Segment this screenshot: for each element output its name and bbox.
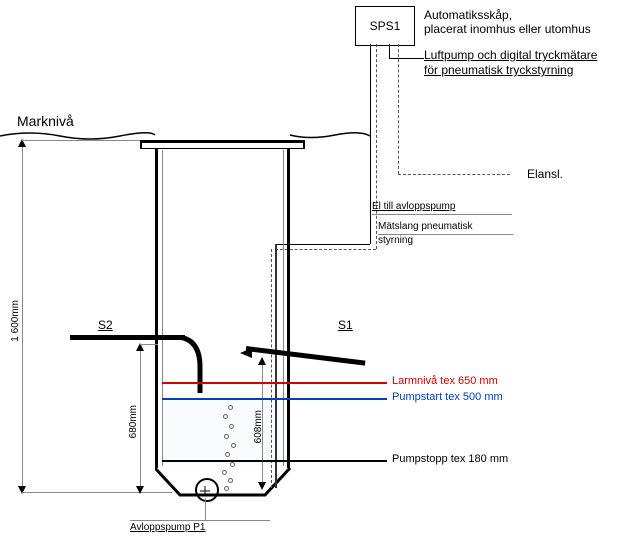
tank-lip bbox=[140, 140, 305, 143]
bubble bbox=[228, 478, 233, 483]
bubble bbox=[224, 486, 229, 491]
pump-inner bbox=[200, 483, 210, 493]
dim-680-down bbox=[136, 486, 144, 494]
tank-wall-right-inner bbox=[283, 150, 284, 466]
el-till-pump-label: El till avloppspump bbox=[372, 201, 455, 212]
s1-label: S1 bbox=[338, 318, 353, 332]
s1-arrow bbox=[240, 348, 252, 358]
tube-meas-v bbox=[376, 44, 377, 249]
level-pumpstart-label: Pumpstart tex 500 mm bbox=[392, 391, 503, 403]
leader-luftpump-h bbox=[389, 58, 424, 59]
tank-lip-r bbox=[303, 140, 305, 149]
bubble bbox=[224, 434, 229, 439]
tank-lip-l bbox=[140, 140, 142, 149]
elansl-label: Elansl. bbox=[527, 167, 563, 181]
water-fill bbox=[163, 399, 283, 465]
bubble bbox=[231, 443, 236, 448]
sps1-label: SPS1 bbox=[370, 19, 401, 33]
cable-elansl-h bbox=[398, 174, 510, 175]
dim-1600-line bbox=[22, 140, 23, 492]
dim-680-label: 680mm bbox=[128, 405, 139, 438]
level-pumpstopp-label: Pumpstopp tex 180 mm bbox=[392, 453, 508, 465]
leader-luftpump bbox=[389, 44, 390, 58]
dim-680-top-ext bbox=[140, 344, 158, 345]
matslang-line1: Mätslang pneumatisk bbox=[378, 221, 473, 232]
bubble bbox=[222, 470, 227, 475]
marknivaa-label: Marknivå bbox=[17, 113, 74, 129]
bubble bbox=[223, 414, 228, 419]
sps1-box: SPS1 bbox=[355, 6, 415, 46]
leader-el bbox=[372, 214, 512, 215]
pump-label: Avloppspump P1 bbox=[130, 522, 205, 533]
cabinet-title: Automatiksskåp, bbox=[424, 8, 512, 22]
bubble bbox=[229, 424, 234, 429]
tube-meas-h bbox=[275, 249, 376, 250]
s2-label: S2 bbox=[98, 318, 113, 332]
tank-wall-right bbox=[287, 148, 290, 468]
dim-1600-top-ext bbox=[22, 140, 140, 141]
dim-1600-bot-ext bbox=[22, 492, 172, 493]
matslang-line2: styrning bbox=[378, 235, 413, 246]
dim-1600-label: 1 600mm bbox=[10, 300, 21, 342]
luftpump-line2: för pneumatisk tryckstyrning bbox=[424, 63, 573, 77]
dim-608-arrow-down bbox=[258, 482, 266, 490]
ground-line bbox=[0, 128, 370, 146]
bubble bbox=[230, 462, 235, 467]
pipe-s2 bbox=[70, 335, 185, 340]
pump-leader-v bbox=[205, 498, 206, 520]
bubble bbox=[228, 405, 233, 410]
cable-el-v bbox=[370, 44, 371, 244]
cable-elansl-v bbox=[398, 44, 399, 174]
level-larm-label: Larmnivå tex 650 mm bbox=[392, 375, 498, 387]
tank-wall-left bbox=[155, 148, 158, 468]
cabinet-subtitle: placerat inomhus eller utomhus bbox=[424, 22, 591, 36]
dim-608-arrow-up bbox=[258, 357, 266, 365]
dim-680-line bbox=[140, 344, 141, 492]
level-larm bbox=[162, 382, 387, 384]
bubble bbox=[225, 452, 230, 457]
pump-leader-h bbox=[130, 520, 270, 521]
pipe-s2-curve bbox=[178, 335, 208, 395]
tank-lip-under bbox=[140, 148, 305, 149]
luftpump-line1: Luftpump och digital tryckmätare bbox=[424, 48, 597, 62]
